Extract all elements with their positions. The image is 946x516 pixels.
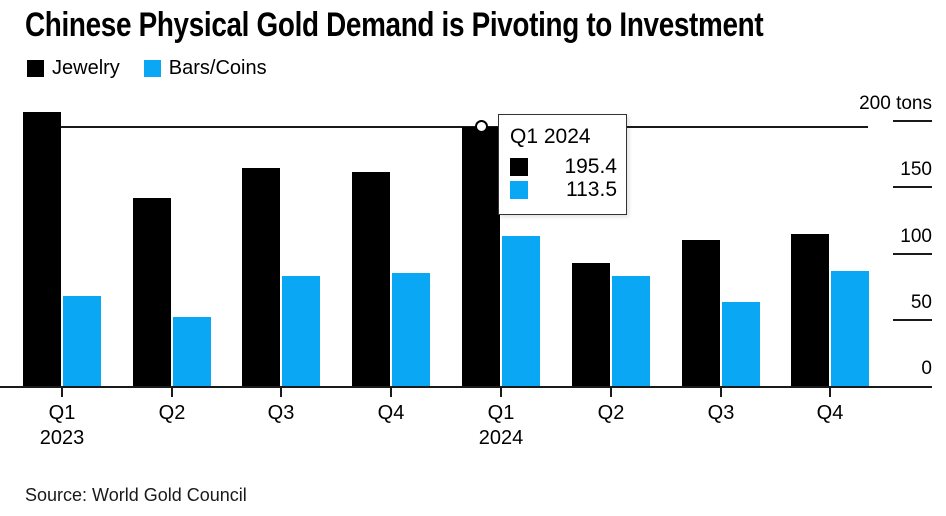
tooltip-value-jewelry: 195.4: [564, 154, 617, 178]
y-tick-100: [893, 252, 932, 255]
x-label-q2: Q2: [117, 401, 227, 426]
x-label-quarter: Q2: [597, 402, 625, 424]
bar-jewelry-q3-2023[interactable]: [242, 168, 280, 386]
bar-jewelry-q2-2024[interactable]: [572, 262, 610, 386]
x-label-q2: Q2: [556, 401, 666, 426]
legend-swatch-jewelry: [27, 60, 44, 77]
x-label-quarter: Q4: [816, 402, 844, 424]
y-tick-50: [893, 318, 932, 321]
x-tick-q3: [720, 388, 722, 397]
x-label-quarter: Q2: [158, 402, 186, 424]
legend-item-bars-coins: Bars/Coins: [143, 57, 267, 80]
x-tick-q4: [390, 388, 392, 397]
x-label-q1-2023: Q1 2023: [7, 401, 117, 451]
bar-bars-coins-q4-2024[interactable]: [831, 270, 869, 386]
x-label-quarter: Q3: [707, 402, 735, 424]
x-label-q3: Q3: [666, 401, 776, 426]
bar-bars-coins-q1-2024[interactable]: [502, 235, 540, 386]
bar-bars-coins-q2-2023[interactable]: [173, 317, 211, 386]
y-label-100: 100: [900, 225, 932, 247]
chart-title: Chinese Physical Gold Demand is Pivoting…: [25, 6, 764, 44]
x-tick-q1-2024: [500, 388, 502, 397]
tooltip-value-bars-coins: 113.5: [566, 177, 617, 201]
legend-label: Bars/Coins: [168, 57, 267, 79]
legend-label: Jewelry: [52, 57, 120, 79]
bar-jewelry-q4-2023[interactable]: [352, 172, 390, 386]
bar-bars-coins-q3-2024[interactable]: [722, 301, 760, 386]
x-label-q4: Q4: [775, 401, 885, 426]
y-tick-150: [893, 186, 932, 189]
bar-jewelry-q3-2024[interactable]: [682, 240, 720, 386]
tooltip-swatch-jewelry: [510, 157, 528, 176]
x-axis-baseline: [0, 386, 932, 388]
tooltip-title: Q1 2024: [510, 125, 591, 148]
y-label-200: 200 tons: [859, 93, 932, 114]
y-label-0: 0: [921, 358, 932, 379]
bar-bars-coins-q4-2023[interactable]: [392, 272, 430, 386]
x-tick-q4: [829, 388, 831, 397]
tooltip: Q1 2024 195.4 113.5: [498, 114, 627, 215]
tooltip-swatch-bars-coins: [510, 180, 528, 199]
hover-crosshair-line: [23, 125, 868, 128]
x-label-q1-2024: Q1 2024: [446, 401, 556, 451]
tooltip-row-jewelry: 195.4: [510, 155, 617, 178]
x-tick-q2: [610, 388, 612, 397]
hover-point-marker: [474, 120, 488, 134]
bar-bars-coins-q1-2023[interactable]: [63, 295, 101, 386]
bar-jewelry-q1-2023[interactable]: [23, 112, 61, 386]
legend-item-jewelry: Jewelry: [27, 57, 120, 80]
x-label-year: 2024: [478, 427, 524, 449]
x-label-quarter: Q1: [48, 402, 76, 424]
x-label-q4: Q4: [336, 401, 446, 426]
bar-bars-coins-q3-2023[interactable]: [282, 276, 320, 386]
y-label-150: 150: [900, 159, 932, 181]
tooltip-row-bars-coins: 113.5: [510, 178, 617, 201]
x-label-year: 2023: [39, 427, 85, 449]
tooltip-rows: 195.4 113.5: [510, 155, 617, 201]
bar-jewelry-q2-2023[interactable]: [133, 197, 171, 386]
legend: Jewelry Bars/Coins: [27, 57, 267, 80]
x-tick-q3: [280, 388, 282, 397]
x-tick-q2: [171, 388, 173, 397]
x-tick-q1-2023: [61, 388, 63, 397]
y-label-50: 50: [910, 291, 932, 313]
x-label-quarter: Q4: [377, 402, 405, 424]
y-tick-200: [893, 120, 932, 122]
x-label-quarter: Q1: [487, 402, 515, 424]
bar-jewelry-q1-2024[interactable]: [462, 127, 500, 386]
bar-bars-coins-q2-2024[interactable]: [612, 276, 650, 386]
legend-swatch-bars-coins: [143, 60, 161, 77]
x-label-q3: Q3: [226, 401, 336, 426]
source-attribution: Source: World Gold Council: [25, 485, 247, 505]
bar-jewelry-q4-2024[interactable]: [791, 233, 829, 386]
x-label-quarter: Q3: [267, 402, 295, 424]
